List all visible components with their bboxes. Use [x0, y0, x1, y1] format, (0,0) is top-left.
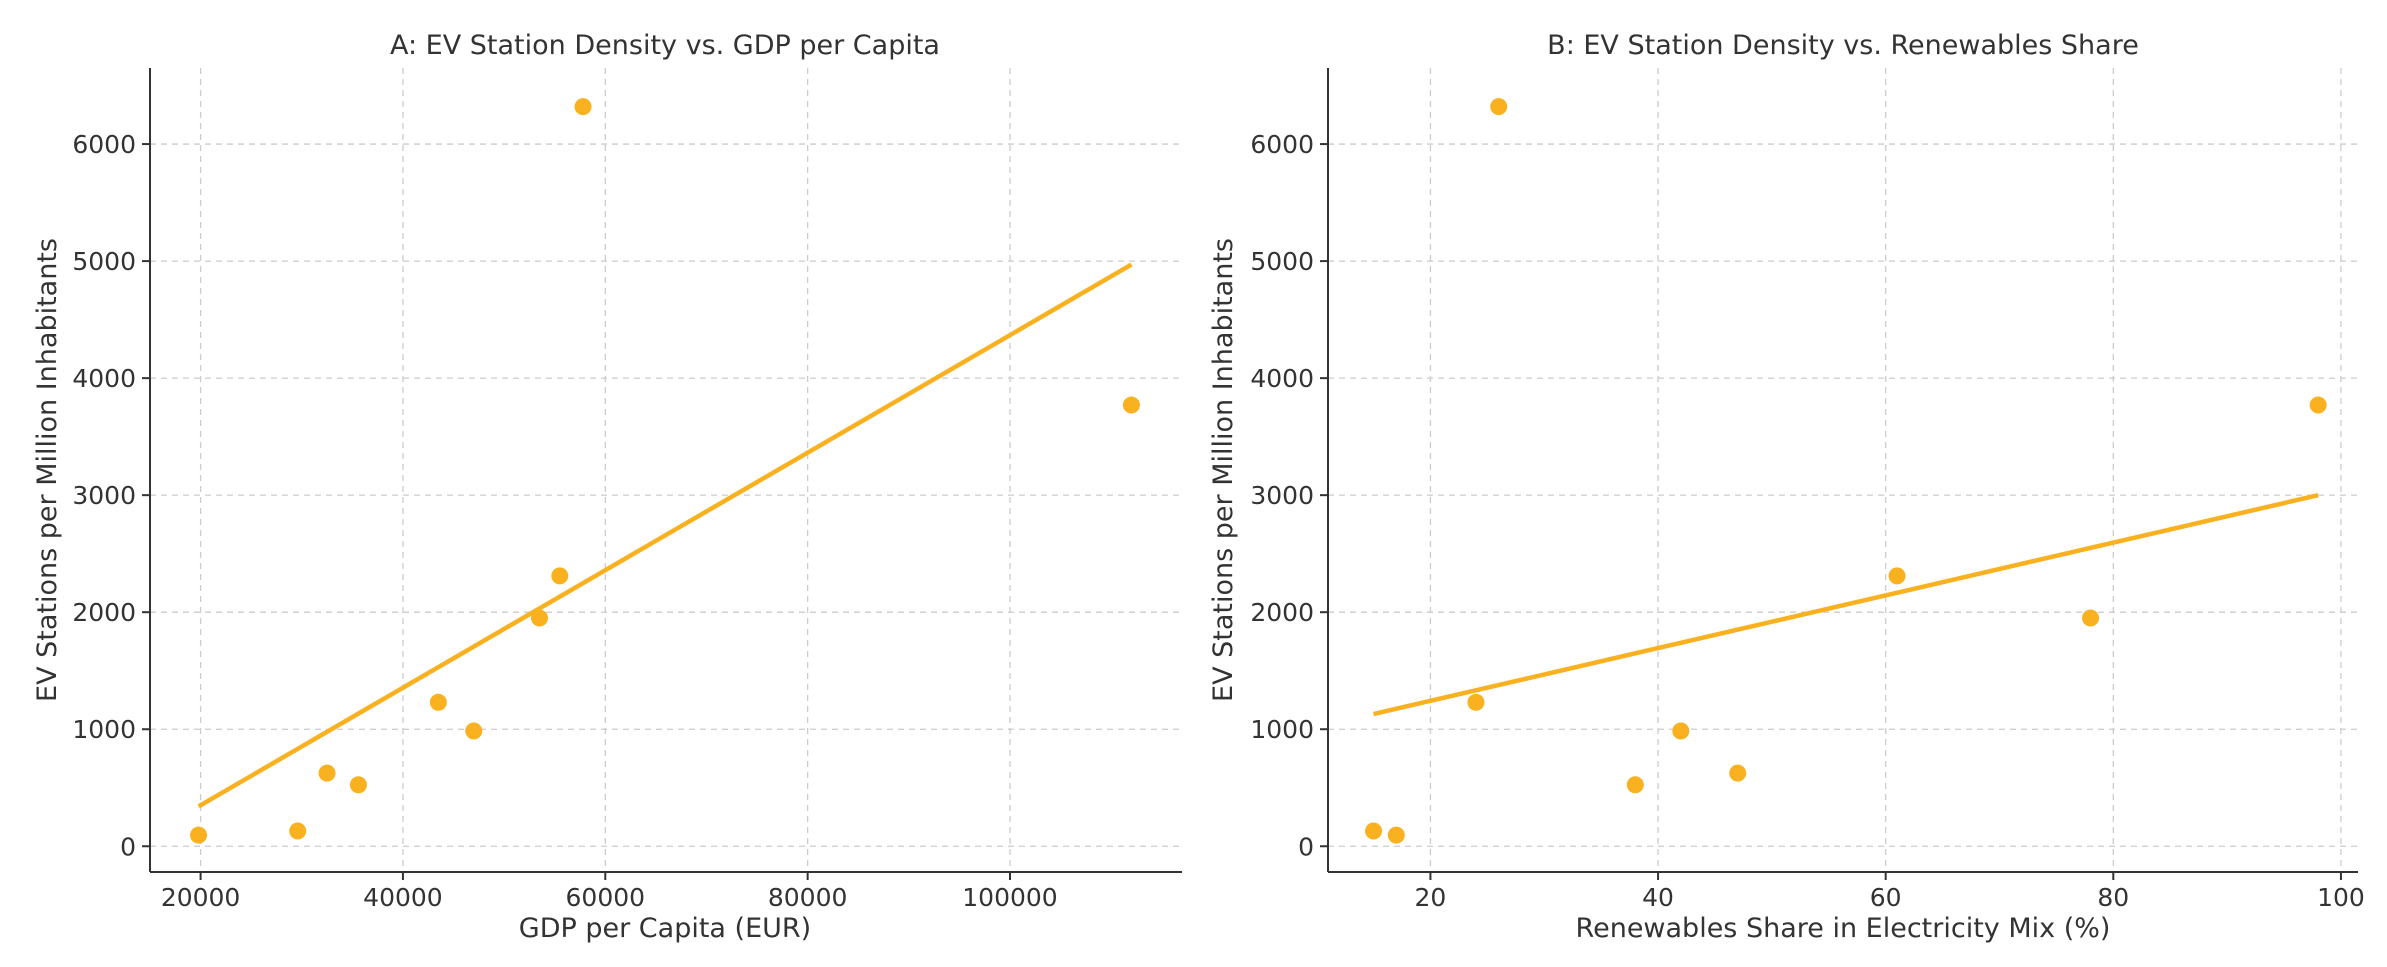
chart-a-data-point — [349, 776, 367, 794]
chart-b-y-tick-label: 0 — [1298, 832, 1314, 861]
chart-a-data-point — [190, 826, 208, 844]
chart-a-x-tick-label: 60000 — [566, 883, 646, 912]
chart-b-data-point — [2082, 609, 2100, 627]
chart-b-y-tick-label: 3000 — [1250, 481, 1314, 510]
chart-b-data-point — [1490, 98, 1508, 116]
chart-a-y-tick-label: 1000 — [72, 715, 136, 744]
chart-b-data-point — [1387, 826, 1405, 844]
chart-a-data-point — [289, 822, 307, 840]
chart-b-x-tick-label: 60 — [1870, 883, 1902, 912]
chart-a-data-point — [318, 764, 336, 782]
chart-a-x-tick-label: 40000 — [363, 883, 443, 912]
chart-panel-b: B: EV Station Density vs. Renewables Sha… — [1208, 30, 2365, 944]
chart-b-data-point — [1729, 764, 1747, 782]
chart-b-trend-line — [1373, 492, 2319, 717]
chart-b-x-tick-label: 100 — [2317, 883, 2365, 912]
chart-b-y-tick-label: 2000 — [1250, 598, 1314, 627]
chart-b-y-tick-label: 6000 — [1250, 130, 1314, 159]
chart-a-x-tick-label: 80000 — [768, 883, 848, 912]
chart-b-title: B: EV Station Density vs. Renewables Sha… — [1547, 30, 2139, 61]
chart-b-x-axis-label: Renewables Share in Electricity Mix (%) — [1576, 913, 2111, 944]
chart-b-x-tick-label: 80 — [2097, 883, 2129, 912]
chart-a-x-axis-label: GDP per Capita (EUR) — [519, 913, 811, 944]
chart-a-y-tick-label: 4000 — [72, 364, 136, 393]
chart-a-data-point — [465, 722, 483, 740]
chart-b-y-tick-label: 5000 — [1250, 247, 1314, 276]
chart-b-data-point — [2309, 396, 2327, 414]
chart-b-y-tick-label: 4000 — [1250, 364, 1314, 393]
chart-a-y-axis-label: EV Stations per Million Inhabitants — [32, 238, 63, 702]
chart-a-data-point — [429, 693, 447, 711]
chart-b-data-point — [1365, 822, 1383, 840]
chart-a-y-tick-label: 6000 — [72, 130, 136, 159]
chart-a-x-tick-label: 100000 — [962, 883, 1057, 912]
chart-b-data-point — [1672, 722, 1690, 740]
chart-a-x-tick-label: 20000 — [161, 883, 241, 912]
chart-b-data-point — [1467, 693, 1485, 711]
chart-panel-a: A: EV Station Density vs. GDP per Capita… — [32, 30, 1182, 944]
chart-a-trend-line — [197, 262, 1133, 809]
chart-a-y-tick-label: 0 — [120, 832, 136, 861]
chart-a-data-point — [574, 98, 592, 116]
chart-b-data-point — [1626, 776, 1644, 794]
chart-a-y-tick-label: 2000 — [72, 598, 136, 627]
chart-a-data-point — [551, 567, 569, 585]
chart-a-data-point — [531, 609, 549, 627]
chart-a-data-point — [1122, 396, 1140, 414]
chart-b-x-tick-label: 20 — [1415, 883, 1447, 912]
chart-b-y-tick-label: 1000 — [1250, 715, 1314, 744]
chart-a-y-tick-label: 3000 — [72, 481, 136, 510]
chart-a-y-tick-label: 5000 — [72, 247, 136, 276]
chart-b-data-point — [1888, 567, 1906, 585]
chart-a-title: A: EV Station Density vs. GDP per Capita — [390, 30, 940, 61]
chart-b-x-tick-label: 40 — [1642, 883, 1674, 912]
chart-b-y-axis-label: EV Stations per Million Inhabitants — [1208, 238, 1239, 702]
